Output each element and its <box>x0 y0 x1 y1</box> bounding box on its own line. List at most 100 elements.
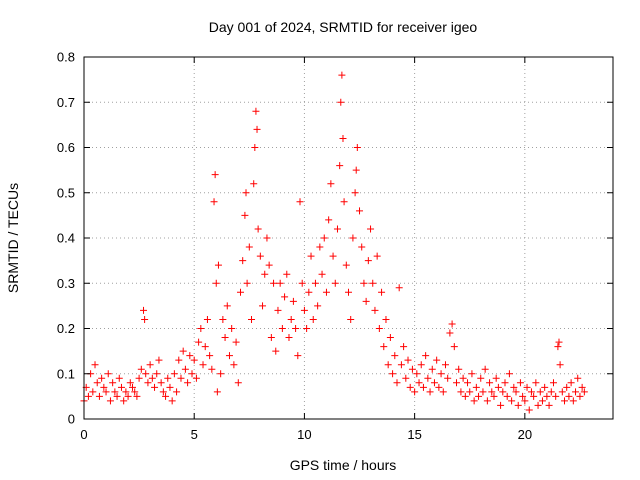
data-point <box>115 374 123 382</box>
data-point <box>128 383 136 391</box>
y-axis-label: SRMTID / TECUs <box>5 183 21 293</box>
data-point <box>155 356 163 364</box>
data-point <box>395 284 403 292</box>
data-point <box>254 225 262 233</box>
data-point <box>536 388 544 396</box>
data-point <box>305 288 313 296</box>
data-point <box>113 392 121 400</box>
data-point <box>448 320 456 328</box>
data-point <box>483 397 491 405</box>
data-point <box>256 252 264 260</box>
data-point <box>464 379 472 387</box>
data-point <box>151 383 159 391</box>
data-point <box>391 352 399 360</box>
data-point <box>477 374 485 382</box>
data-point <box>84 392 92 400</box>
data-point <box>565 392 573 400</box>
data-point <box>541 383 549 391</box>
series-srmtid <box>80 71 588 414</box>
data-point <box>547 388 555 396</box>
data-point <box>336 162 344 170</box>
axis-ticks: 0 5 10 15 20 0 0.1 0.2 0.3 0.4 0.5 0.6 0.7 0.8 <box>57 50 613 442</box>
data-point <box>100 383 108 391</box>
data-point <box>415 379 423 387</box>
data-point <box>184 379 192 387</box>
data-point <box>214 261 222 269</box>
data-point <box>380 343 388 351</box>
data-point <box>131 388 139 396</box>
data-point <box>294 352 302 360</box>
data-point <box>358 243 366 251</box>
x-tick-label: 20 <box>518 427 532 442</box>
data-point <box>574 374 582 382</box>
data-point <box>203 315 211 323</box>
data-point <box>192 374 200 382</box>
data-point <box>400 343 408 351</box>
data-point <box>278 325 286 332</box>
data-point <box>245 243 253 251</box>
data-point <box>578 383 586 391</box>
data-point <box>95 392 103 400</box>
data-point <box>481 365 489 373</box>
data-point <box>558 388 566 396</box>
data-point <box>386 334 394 342</box>
data-point <box>569 397 577 405</box>
data-point <box>307 252 315 260</box>
data-point <box>243 279 251 287</box>
data-point <box>159 388 167 396</box>
data-point <box>179 347 187 355</box>
data-point <box>329 252 337 260</box>
data-point <box>576 392 584 400</box>
data-point <box>488 388 496 396</box>
data-point <box>373 252 381 260</box>
y-tick-label: 0.8 <box>57 50 75 65</box>
data-point <box>248 315 256 323</box>
data-point <box>137 365 145 373</box>
data-point <box>501 379 509 387</box>
data-point <box>466 388 474 396</box>
data-point <box>272 347 280 355</box>
data-point <box>89 388 97 396</box>
data-point <box>325 216 333 224</box>
data-point <box>117 383 125 391</box>
data-point <box>206 352 214 360</box>
data-point <box>453 379 461 387</box>
data-point <box>173 388 181 396</box>
data-point <box>503 392 511 400</box>
data-point <box>424 374 432 382</box>
data-point <box>253 125 261 133</box>
data-point <box>554 343 562 351</box>
data-point <box>339 134 347 142</box>
data-point <box>102 388 110 396</box>
data-point <box>486 379 494 387</box>
data-point <box>250 180 258 188</box>
data-point <box>311 279 319 287</box>
data-point <box>162 392 170 400</box>
data-point <box>141 315 149 323</box>
data-point <box>168 397 176 405</box>
data-point <box>230 361 238 369</box>
data-point <box>316 243 324 251</box>
data-point <box>514 401 522 409</box>
data-point <box>441 361 449 369</box>
data-point <box>375 325 383 332</box>
data-point <box>490 392 498 400</box>
data-point <box>338 71 346 79</box>
data-point <box>351 189 359 197</box>
data-point <box>479 388 487 396</box>
data-point <box>186 352 194 360</box>
data-point <box>281 293 289 301</box>
data-point <box>461 392 469 400</box>
data-point <box>428 365 436 373</box>
data-point <box>393 379 401 387</box>
data-point <box>292 325 300 332</box>
data-point <box>516 379 524 387</box>
data-point <box>106 397 114 405</box>
data-point <box>439 388 447 396</box>
data-point <box>552 392 560 400</box>
data-point <box>285 334 293 342</box>
data-point <box>153 370 161 378</box>
data-point <box>492 374 500 382</box>
y-tick-label: 0.7 <box>57 95 75 110</box>
